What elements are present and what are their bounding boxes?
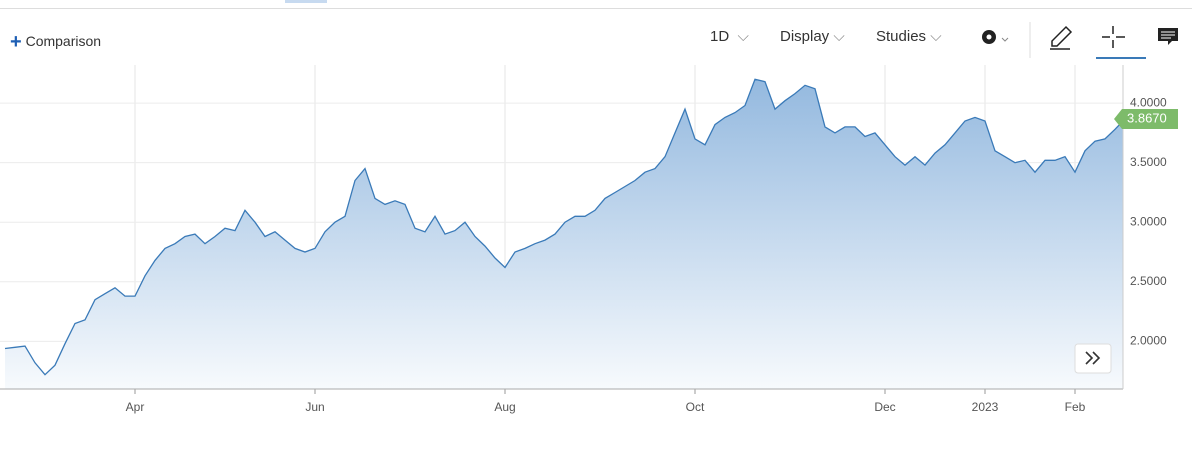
chevron: ⌵	[829, 28, 845, 45]
y-tick-label: 4.0000	[1130, 95, 1167, 109]
x-tick-label: Aug	[494, 400, 515, 414]
x-tick-label: Feb	[1065, 400, 1086, 414]
settings-icon[interactable]	[982, 30, 1009, 44]
x-tick-label: Apr	[126, 400, 145, 414]
display-button[interactable]: Display ⌵	[780, 28, 845, 45]
top-tab	[285, 0, 327, 3]
chevron: ⌵	[733, 28, 749, 45]
last-price-label: 3.8670	[1127, 110, 1167, 125]
chevron: ⌵	[926, 28, 942, 45]
comparison-label: Comparison	[25, 33, 102, 49]
studies-button[interactable]: Studies ⌵	[876, 28, 942, 45]
studies-label: Studies	[876, 28, 927, 45]
y-tick-label: 3.5000	[1130, 155, 1167, 169]
plot	[4, 78, 1123, 389]
scroll-button[interactable]	[1074, 343, 1112, 374]
price-line	[4, 78, 1123, 376]
x-tick-label: 2023	[972, 400, 999, 414]
scroll-button-box	[1074, 343, 1112, 374]
top-strip	[0, 0, 1192, 9]
crosshair-icon[interactable]	[1102, 26, 1125, 48]
area-fill	[5, 79, 1123, 389]
x-tick-label: Oct	[686, 400, 705, 414]
crosshair-active	[1096, 57, 1146, 59]
interval-label: 1D	[710, 28, 730, 45]
y-tick-label: 2.0000	[1130, 334, 1167, 348]
comparison-button[interactable]: + Comparison	[10, 31, 101, 54]
toolbar-icons	[982, 22, 1178, 59]
plus-icon: +	[10, 31, 22, 53]
last-price-tag	[1114, 108, 1178, 129]
y-tick-label: 3.0000	[1130, 214, 1167, 228]
y-tick-label: 2.5000	[1130, 274, 1167, 288]
x-tick-label: Dec	[874, 400, 895, 414]
x-tick-label: Jun	[305, 400, 324, 414]
display-label: Display	[780, 28, 830, 45]
comment-lines	[1161, 31, 1175, 39]
interval-button[interactable]: 1D ⌵	[710, 28, 749, 45]
scroll-button-icon	[1085, 351, 1101, 365]
pencil-icon[interactable]	[1050, 25, 1073, 50]
